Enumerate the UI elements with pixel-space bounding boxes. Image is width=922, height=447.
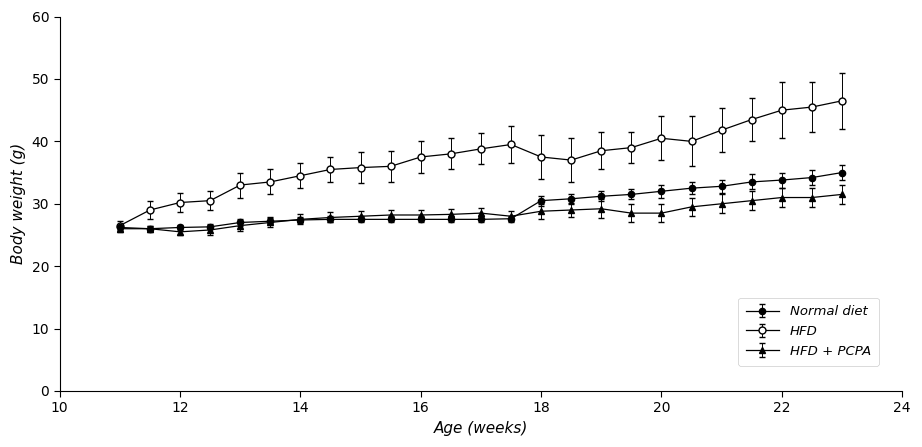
- Y-axis label: Body weight (g): Body weight (g): [11, 143, 26, 264]
- Legend: Normal diet, HFD, HFD + PCPA: Normal diet, HFD, HFD + PCPA: [739, 298, 879, 366]
- X-axis label: Age (weeks): Age (weeks): [433, 421, 528, 436]
